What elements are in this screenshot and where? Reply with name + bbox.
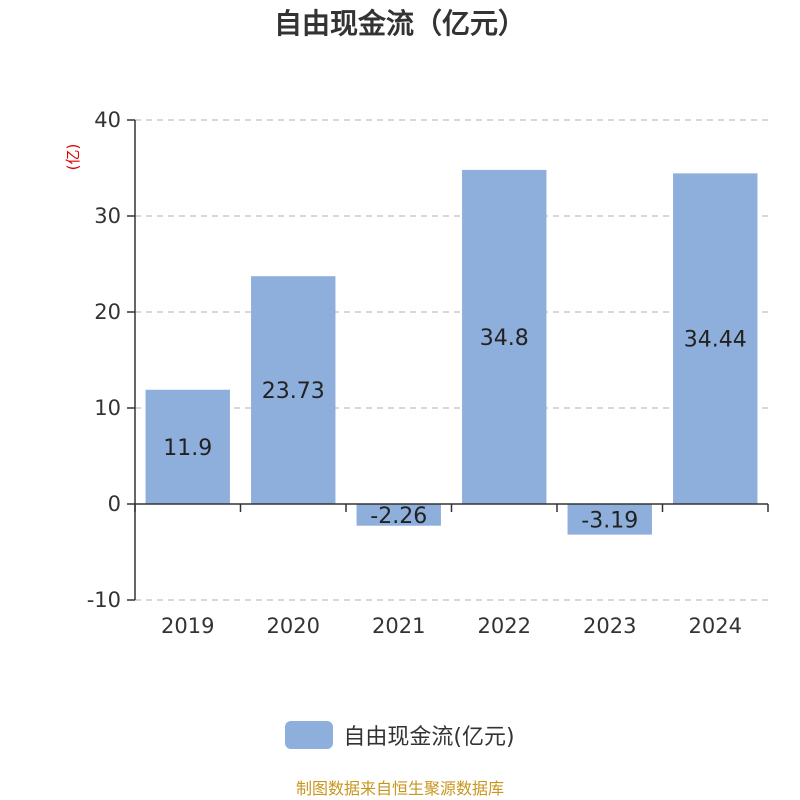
bar-2020 bbox=[251, 276, 336, 504]
y-tick-label: 30 bbox=[94, 204, 121, 228]
chart-title: 自由现金流（亿元） bbox=[273, 7, 526, 40]
data-label: -2.26 bbox=[370, 504, 427, 529]
y-tick-label: -10 bbox=[87, 588, 121, 612]
legend[interactable]: 自由现金流(亿元) bbox=[0, 718, 800, 752]
data-label: 34.44 bbox=[684, 328, 747, 353]
x-tick-label: 2022 bbox=[478, 614, 531, 638]
bar-2019 bbox=[145, 389, 230, 504]
data-label: 34.8 bbox=[480, 326, 529, 351]
data-label: -3.19 bbox=[581, 508, 638, 533]
y-tick-label: 10 bbox=[94, 396, 121, 420]
data-label: 23.73 bbox=[262, 379, 325, 404]
bar-2021 bbox=[356, 504, 441, 526]
y-tick-label: 20 bbox=[94, 300, 121, 324]
x-tick-label: 2021 bbox=[372, 614, 425, 638]
y-tick-label: 0 bbox=[108, 492, 121, 516]
y-unit-label: (亿) bbox=[64, 144, 82, 171]
source-note: 制图数据来自恒生聚源数据库 bbox=[295, 779, 504, 798]
bar-2023 bbox=[567, 504, 652, 535]
legend-swatch bbox=[285, 721, 334, 749]
x-tick-label: 2024 bbox=[689, 614, 742, 638]
x-tick-label: 2023 bbox=[583, 614, 636, 638]
legend-label: 自由现金流(亿元) bbox=[343, 725, 515, 750]
bar-2022 bbox=[462, 169, 547, 505]
x-tick-label: 2019 bbox=[161, 614, 214, 638]
bar-2024 bbox=[673, 173, 758, 504]
y-tick-label: 40 bbox=[94, 108, 121, 132]
data-label: 11.9 bbox=[163, 436, 212, 461]
x-tick-label: 2020 bbox=[267, 614, 320, 638]
